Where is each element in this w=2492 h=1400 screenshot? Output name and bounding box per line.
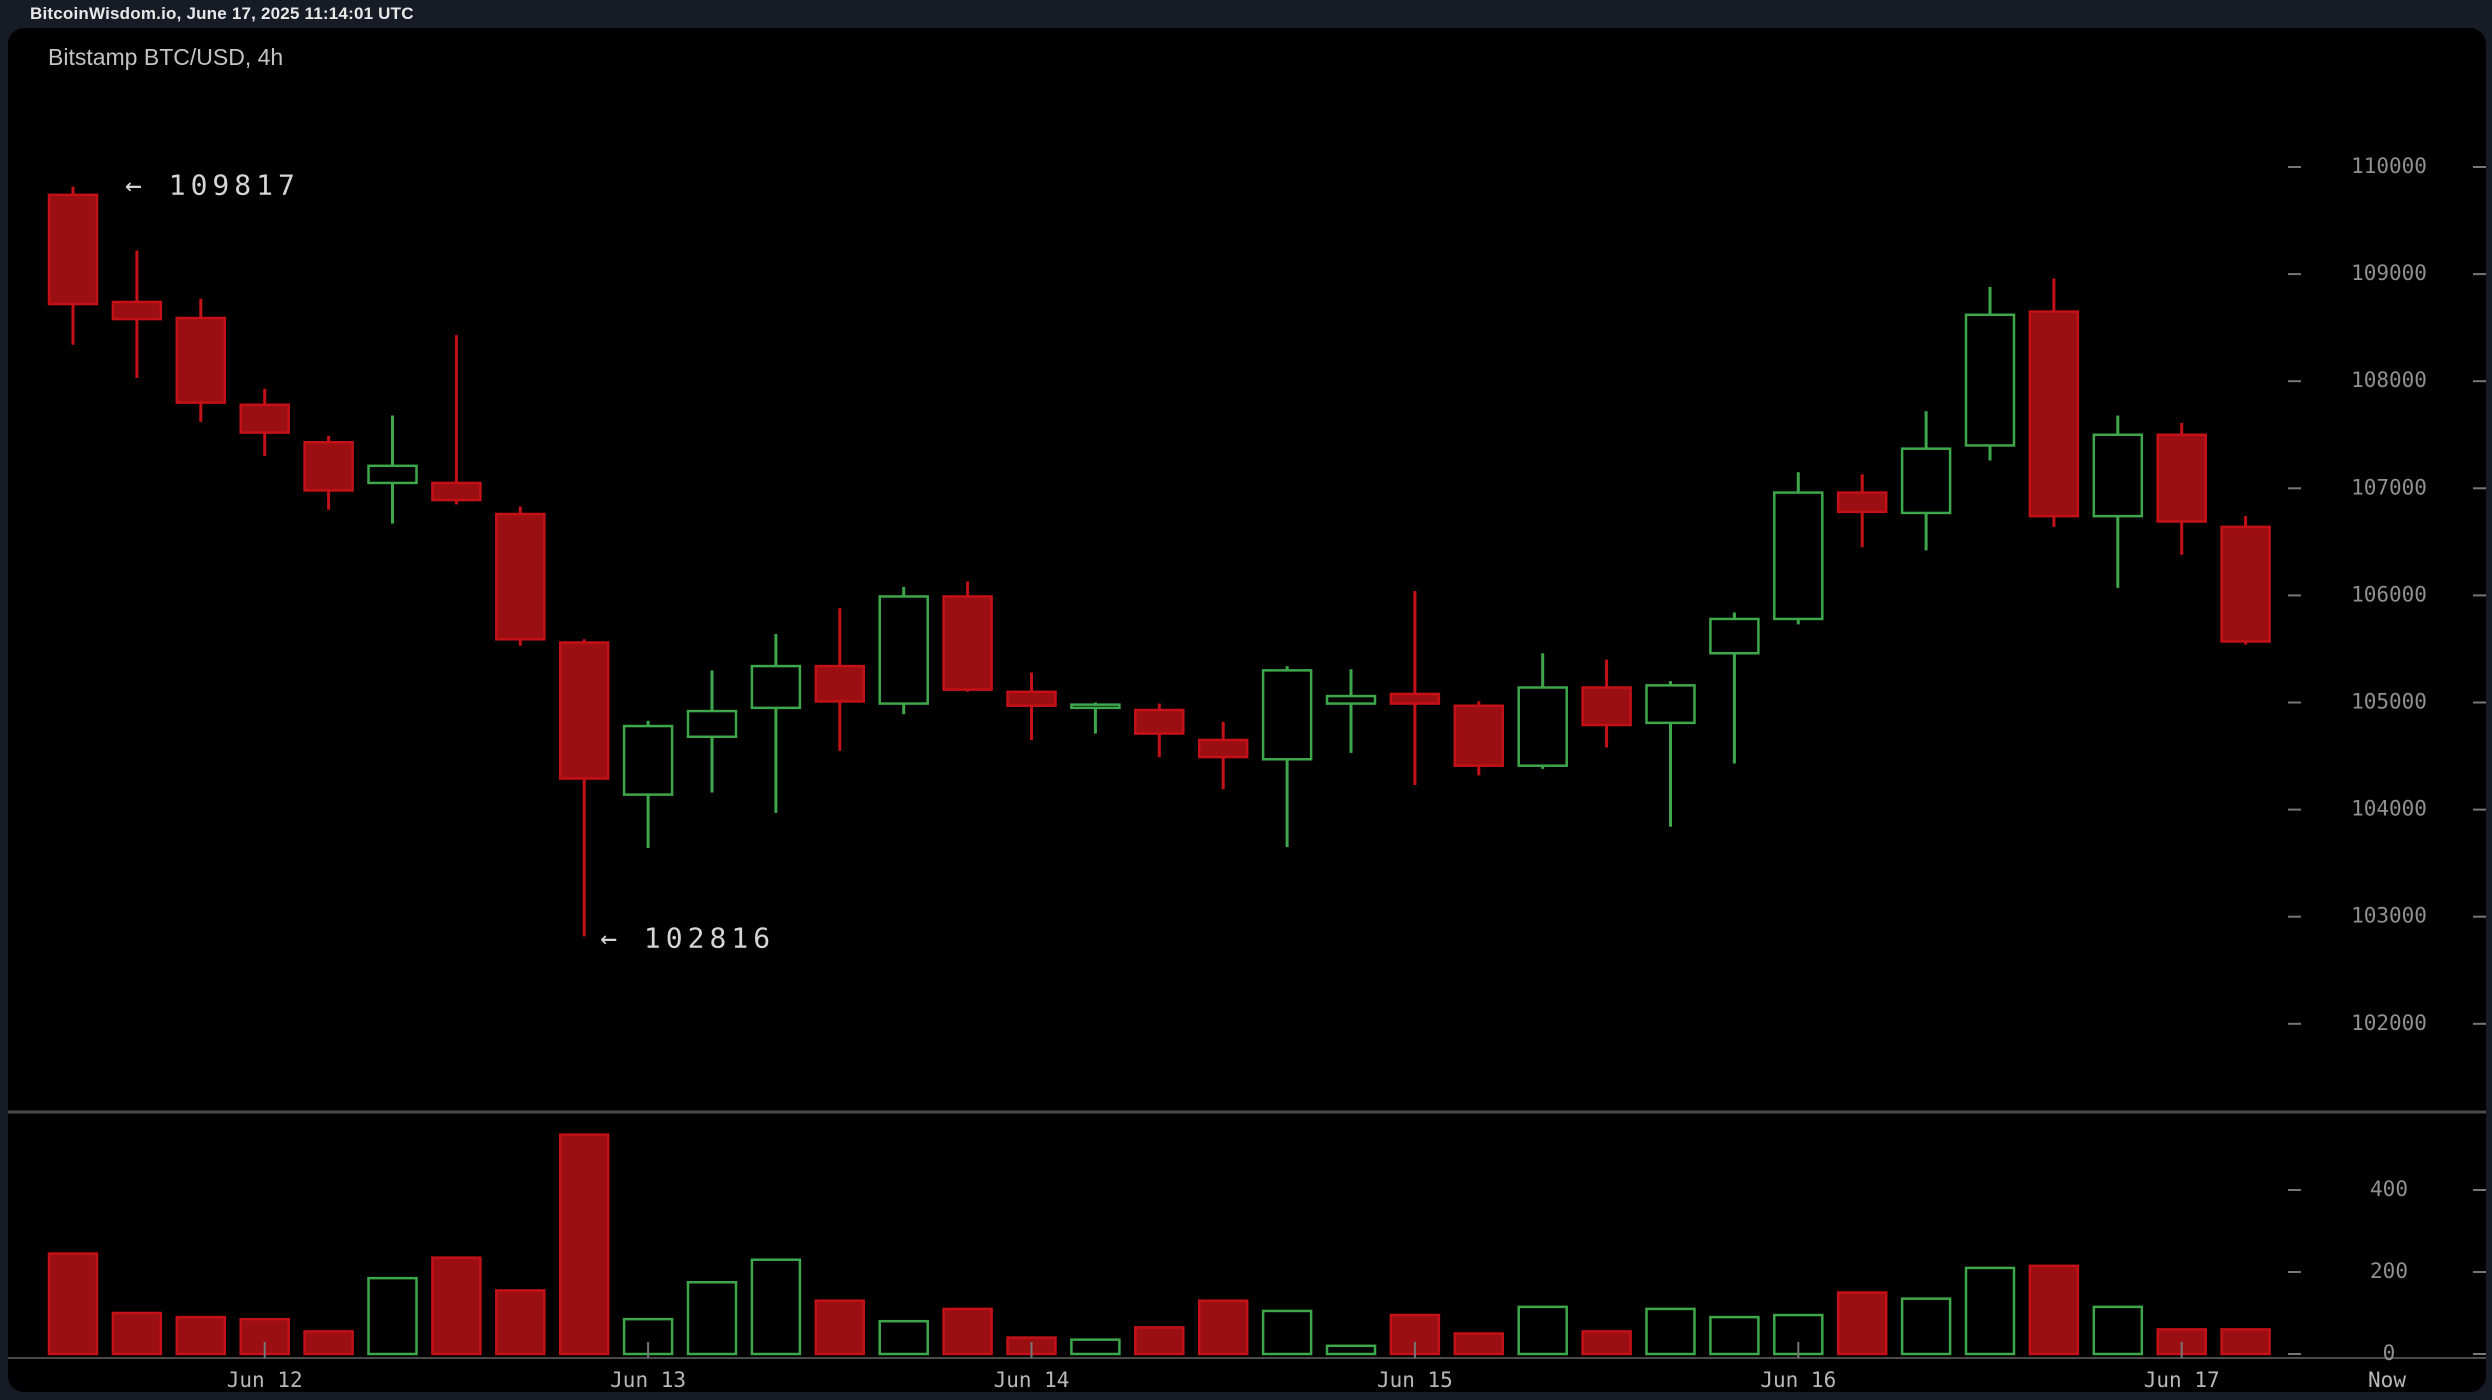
volume-bar (2092, 1305, 2144, 1356)
volume-bar (1836, 1291, 1888, 1356)
candle-body (1900, 447, 1952, 515)
volume-bar (1325, 1344, 1377, 1356)
date-label: Jun 14 (994, 1368, 1070, 1392)
volume-bar (1453, 1332, 1505, 1356)
date-label: Jun 15 (1377, 1368, 1453, 1392)
candle-body (942, 595, 993, 691)
date-label: Jun 17 (2144, 1368, 2220, 1392)
chart-panel (8, 28, 2486, 1392)
candle-body (2028, 310, 2080, 518)
volume-tick-label: 400 (2370, 1177, 2408, 1201)
candle-body (622, 724, 674, 796)
volume-bar (1070, 1338, 1121, 1356)
candle-body (1773, 491, 1824, 621)
price-tick-label: 106000 (2351, 582, 2427, 606)
candle-body (1836, 491, 1888, 514)
candle-body (1070, 703, 1121, 710)
candle-body (1453, 704, 1505, 767)
volume-bar (111, 1311, 163, 1356)
now-label: Now (2368, 1368, 2406, 1392)
volume-bar (1517, 1305, 1568, 1356)
price-tick-label: 110000 (2351, 154, 2427, 178)
candle-body (1389, 692, 1441, 705)
candle-body (47, 193, 99, 306)
volume-bar (1581, 1330, 1632, 1356)
volume-bar (942, 1307, 993, 1356)
volume-bar (47, 1252, 99, 1356)
price-tick-label: 104000 (2351, 797, 2427, 821)
volume-tick-label: 0 (2383, 1341, 2396, 1365)
price-tick-label: 103000 (2351, 904, 2427, 928)
candle-body (1517, 686, 1568, 767)
volume-bar (1261, 1309, 1313, 1356)
candle-body (2156, 433, 2207, 523)
price-tick-label: 102000 (2351, 1011, 2427, 1035)
candle-body (1964, 313, 2016, 447)
candle-body (1261, 669, 1313, 761)
volume-bar (495, 1289, 546, 1356)
candle-body (1134, 708, 1185, 735)
chart-title: Bitstamp BTC/USD, 4h (48, 44, 284, 70)
date-label: Jun 12 (227, 1368, 303, 1392)
volume-bar (814, 1299, 866, 1356)
candle-body (878, 595, 929, 705)
candle-body (750, 664, 802, 710)
volume-bar (1964, 1266, 2016, 1356)
candle-body (1325, 694, 1377, 705)
candle-body (431, 481, 482, 502)
candle-body (1581, 686, 1632, 727)
price-tick-label: 108000 (2351, 368, 2427, 392)
candle-body (2220, 525, 2271, 643)
candle-body (1006, 690, 1057, 707)
candle-body (303, 440, 354, 492)
date-label: Jun 16 (1760, 1368, 1836, 1392)
date-label: Jun 13 (610, 1368, 686, 1392)
candle-body (175, 316, 227, 404)
volume-bar (303, 1330, 354, 1356)
volume-bar (750, 1258, 802, 1356)
candle-body (495, 512, 546, 641)
volume-bar (686, 1281, 738, 1356)
site-and-clock-label: BitcoinWisdom.io, June 17, 2025 11:14:01… (30, 4, 414, 23)
volume-bar (878, 1319, 929, 1356)
volume-bar (367, 1276, 418, 1356)
candle-body (686, 709, 738, 739)
price-tick-label: 105000 (2351, 690, 2427, 714)
candle-body (239, 403, 290, 434)
volume-bar (2028, 1264, 2080, 1356)
volume-bar (2220, 1328, 2271, 1356)
volume-bar (431, 1256, 482, 1356)
price-tick-label: 107000 (2351, 475, 2427, 499)
volume-bar (1900, 1297, 1952, 1356)
volume-bar (1134, 1326, 1185, 1356)
volume-bar (1197, 1299, 1249, 1356)
high-price-annotation: ← 109817 (125, 169, 300, 202)
volume-bar (558, 1133, 610, 1356)
volume-bar (1709, 1315, 1760, 1356)
volume-tick-label: 200 (2370, 1259, 2408, 1283)
candle-body (558, 641, 610, 780)
candle-body (367, 464, 418, 485)
candle-body (111, 300, 163, 321)
candle-body (2092, 433, 2144, 518)
candle-body (1645, 684, 1696, 725)
candle-body (1197, 738, 1249, 759)
candle-body (1709, 617, 1760, 655)
price-tick-label: 109000 (2351, 261, 2427, 285)
volume-bar (1645, 1307, 1696, 1356)
volume-bar (175, 1315, 227, 1356)
top-status-bar: BitcoinWisdom.io, June 17, 2025 11:14:01… (0, 0, 2492, 28)
candle-body (814, 664, 866, 703)
low-price-annotation: ← 102816 (600, 921, 775, 954)
